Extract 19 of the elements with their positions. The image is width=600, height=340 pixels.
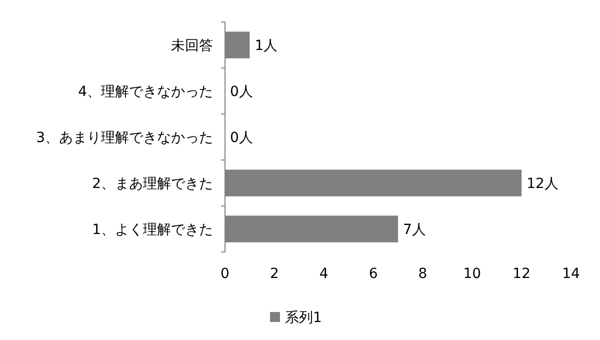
- x-tick-label: 12: [512, 266, 530, 282]
- y-tick-label: 2、まあ理解できた: [92, 176, 213, 192]
- x-tick-label: 2: [270, 266, 279, 282]
- y-tick-label: 1、よく理解できた: [92, 222, 213, 238]
- x-tick-label: 14: [562, 266, 580, 282]
- data-label: 7人: [403, 222, 426, 238]
- x-tick-label: 10: [463, 266, 482, 282]
- x-tick-label: 0: [220, 266, 230, 282]
- data-label: 12人: [526, 176, 558, 192]
- x-tick-label: 6: [368, 266, 378, 282]
- legend-label: 系列1: [285, 310, 322, 326]
- y-tick-label: 未回答: [171, 38, 213, 54]
- data-label: 0人: [230, 130, 253, 146]
- data-label: 1人: [254, 38, 278, 54]
- x-tick-label: 4: [319, 266, 328, 282]
- x-tick-label: 8: [418, 266, 428, 282]
- y-tick-label: 4、理解できなかった: [78, 84, 213, 100]
- y-tick-label: 3、あまり理解できなかった: [36, 130, 213, 146]
- data-label: 0人: [230, 84, 253, 100]
